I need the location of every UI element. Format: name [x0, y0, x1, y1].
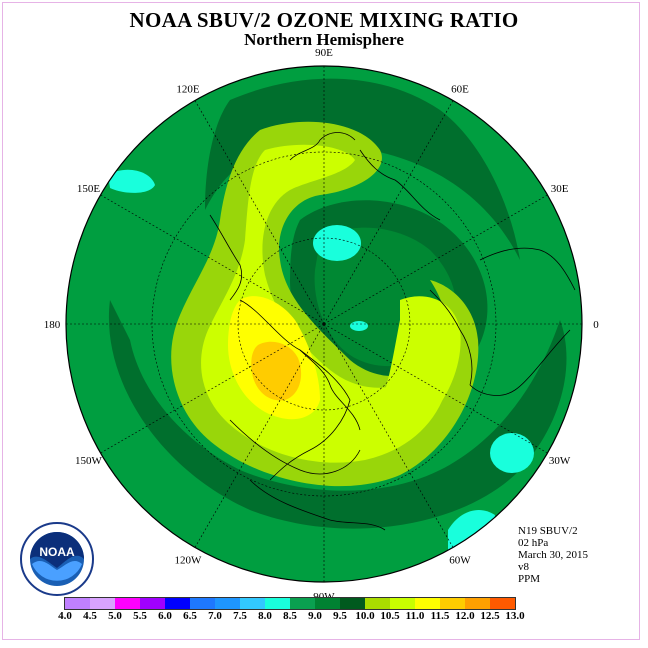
meridian-line [323, 100, 454, 325]
meridian-line [323, 194, 548, 325]
version-label: v8 [518, 561, 529, 573]
longitude-label: 120W [175, 555, 203, 567]
colorbar-swatch [265, 598, 290, 609]
colorbar-swatch [240, 598, 265, 609]
longitude-label: 150E [77, 183, 101, 195]
colorbar-swatch [465, 598, 490, 609]
coastlines [209, 132, 576, 531]
meridian-line [323, 323, 454, 548]
colorbar-tick-label: 6.0 [158, 610, 172, 622]
units-label: PPM [518, 573, 541, 585]
colorbar-tick-label: 13.0 [505, 610, 525, 622]
colorbar-swatch [490, 598, 515, 609]
colorbar-tick-label: 7.0 [208, 610, 222, 622]
colorbar-tick-label: 5.0 [108, 610, 122, 622]
noaa-logo: NOAA [20, 522, 94, 596]
meridian-line [194, 100, 325, 325]
colorbar-swatch [390, 598, 415, 609]
longitude-label: 180 [44, 319, 61, 331]
colorbar-tick-label: 12.0 [455, 610, 475, 622]
longitude-label: 90E [315, 47, 333, 59]
colorbar-tick-label: 8.5 [283, 610, 297, 622]
colorbar-tick-label: 11.0 [405, 610, 425, 622]
info-block: N19 SBUV/2 02 hPa March 30, 2015 v8 PPM [518, 525, 588, 585]
colorbar-swatch [365, 598, 390, 609]
meridian-line [100, 323, 325, 454]
meridian-line [323, 323, 548, 454]
colorbar-swatch [65, 598, 90, 609]
colorbar-tick-label: 11.5 [430, 610, 450, 622]
colorbar-tick-label: 4.0 [58, 610, 72, 622]
map-boundary [65, 65, 583, 583]
colorbar-swatch [90, 598, 115, 609]
colorbar-tick-label: 5.5 [133, 610, 147, 622]
colorbar-tick-label: 9.0 [308, 610, 322, 622]
colorbar-swatch [115, 598, 140, 609]
longitude-label: 120E [176, 83, 200, 95]
colorbar-swatch [315, 598, 340, 609]
colorbar-tick-label: 10.0 [355, 610, 375, 622]
colorbar-swatch [140, 598, 165, 609]
colorbar-swatch [165, 598, 190, 609]
colorbar-tick-label: 4.5 [83, 610, 97, 622]
colorbar-swatch [290, 598, 315, 609]
colorbar-swatch [415, 598, 440, 609]
date-label: March 30, 2015 [518, 549, 588, 561]
colorbar-tick-label: 10.5 [380, 610, 400, 622]
longitude-label: 60W [449, 555, 471, 567]
colorbar-tick-label: 12.5 [480, 610, 500, 622]
colorbar-swatch [190, 598, 215, 609]
map-subtitle: Northern Hemisphere [244, 30, 404, 49]
pressure-level: 02 hPa [518, 537, 549, 549]
meridian-line [100, 194, 325, 325]
longitude-label: 150W [75, 455, 103, 467]
colorbar-tick-label: 6.5 [183, 610, 197, 622]
longitude-label: 60E [451, 83, 469, 95]
map-title: NOAA SBUV/2 OZONE MIXING RATIO [129, 8, 519, 32]
colorbar-tick-label: 9.5 [333, 610, 347, 622]
colorbar-swatch [340, 598, 365, 609]
page-frame [2, 2, 640, 640]
colorbar-swatch [215, 598, 240, 609]
longitude-label: 30E [551, 183, 569, 195]
noaa-logo-text: NOAA [39, 545, 75, 559]
colorbar [64, 597, 516, 610]
colorbar-tick-label: 7.5 [233, 610, 247, 622]
instrument-label: N19 SBUV/2 [518, 525, 578, 537]
colorbar-tick-label: 8.0 [258, 610, 272, 622]
graticule [66, 66, 582, 582]
meridian-line [194, 323, 325, 548]
colorbar-swatch [440, 598, 465, 609]
longitude-label: 30W [549, 455, 571, 467]
longitude-label: 0 [593, 319, 599, 331]
